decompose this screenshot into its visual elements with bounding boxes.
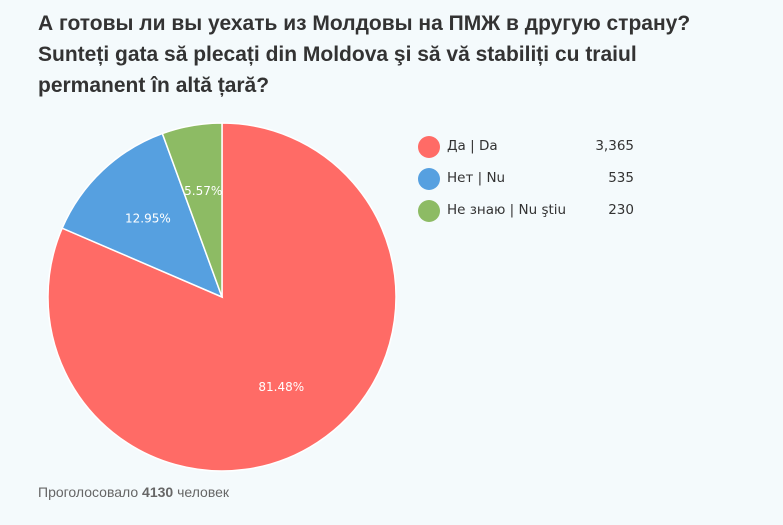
pie-label-nu: 12.95%	[125, 212, 171, 226]
chart-legend: Да | Da 3,365 Нет | Nu 535 Не знаю | Nu …	[418, 132, 638, 228]
legend-swatch-da	[418, 136, 440, 158]
pie-chart: 81.48% 12.95% 5.57%	[47, 122, 397, 472]
footer-suffix: человек	[177, 484, 230, 500]
legend-value-nu: 535	[608, 170, 634, 186]
legend-label-nu: Нет | Nu	[447, 170, 506, 186]
legend-value-nu-stiu: 230	[608, 202, 634, 218]
chart-title-line-2: Sunteți gata să plecați din Moldova şi s…	[38, 43, 637, 66]
pie-slice-nu-stiu[interactable]	[161, 122, 223, 298]
chart-title-line-3: permanent în altă țară?	[38, 74, 270, 97]
legend-swatch-nu	[418, 168, 440, 190]
legend-item-da[interactable]: Да | Da 3,365	[418, 132, 638, 164]
pie-label-nu-stiu: 5.57%	[184, 184, 222, 198]
footer-prefix: Проголосовало	[38, 484, 139, 500]
footer-count: 4130	[142, 484, 174, 500]
legend-label-nu-stiu: Не знаю | Nu ştiu	[447, 202, 567, 218]
legend-value-da: 3,365	[595, 138, 634, 154]
legend-item-nu-stiu[interactable]: Не знаю | Nu ştiu 230	[418, 196, 638, 228]
pie-label-da: 81.48%	[258, 380, 304, 394]
pie-slice-nu[interactable]	[61, 132, 224, 299]
legend-item-nu[interactable]: Нет | Nu 535	[418, 164, 638, 196]
legend-label-da: Да | Da	[447, 138, 498, 154]
chart-title-line-1: А готовы ли вы уехать из Молдовы на ПМЖ …	[38, 12, 691, 35]
vote-count-footer: Проголосовало 4130 человек	[38, 484, 229, 500]
chart-title: А готовы ли вы уехать из Молдовы на ПМЖ …	[38, 8, 778, 101]
legend-swatch-nu-stiu	[418, 200, 440, 222]
